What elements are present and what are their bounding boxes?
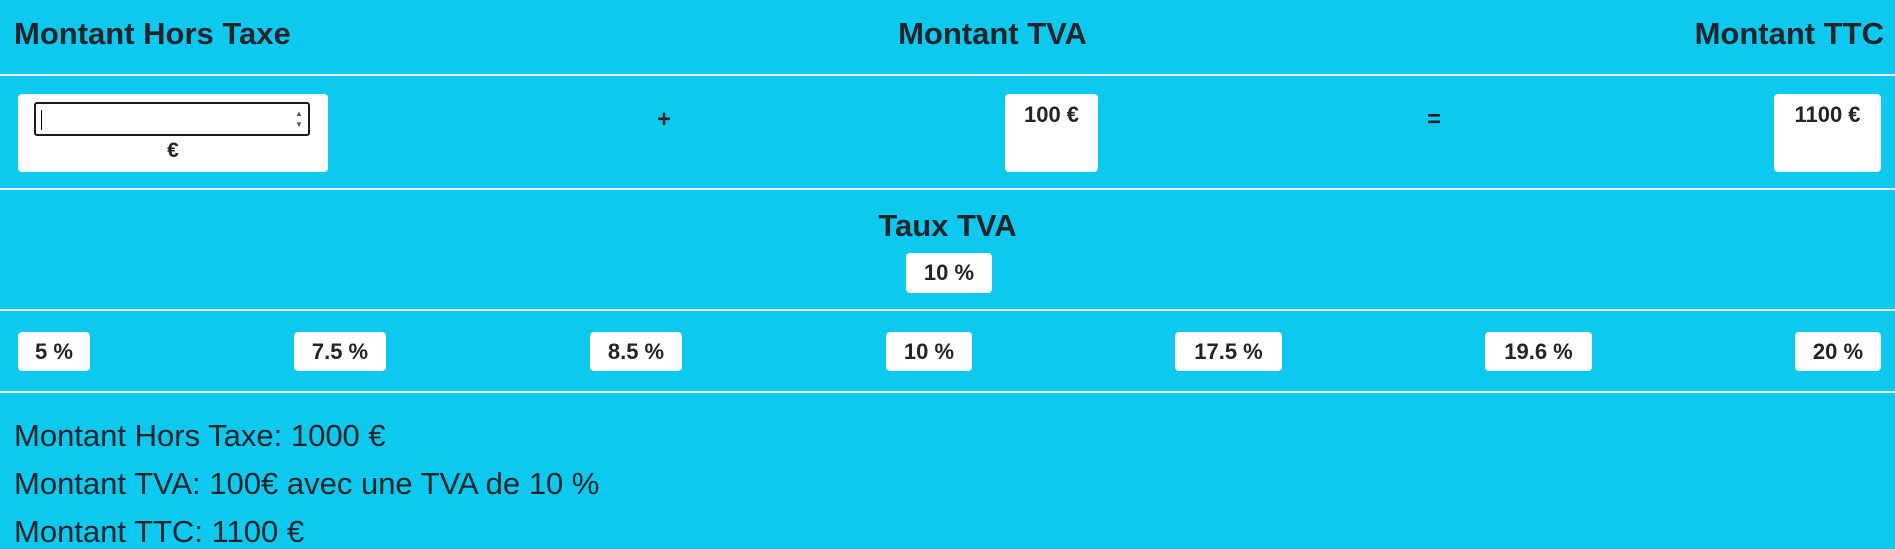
- summary-tva-line: Montant TVA: 100€ avec une TVA de 10 %: [14, 466, 600, 501]
- rate-title: Taux TVA: [878, 208, 1017, 243]
- rate-button-20[interactable]: 20 %: [1795, 332, 1881, 371]
- header-row: Montant Hors Taxe Montant TVA Montant TT…: [0, 0, 1895, 76]
- currency-label: €: [167, 139, 179, 162]
- summary-section: Montant Hors Taxe: 1000 € Montant TVA: 1…: [14, 412, 599, 549]
- header-tva: Montant TVA: [898, 16, 1087, 51]
- rate-buttons-row: 5 % 7.5 % 8.5 % 10 % 17.5 % 19.6 % 20 %: [0, 311, 1895, 393]
- tva-value-card: 100 €: [1005, 94, 1098, 172]
- rate-button-17-5[interactable]: 17.5 %: [1175, 332, 1282, 371]
- summary-ht-line: Montant Hors Taxe: 1000 €: [14, 418, 386, 453]
- text-caret: [41, 110, 42, 130]
- plus-sign: +: [657, 106, 672, 133]
- amount-row: ▲ ▼ € + 100 € = 1100 €: [0, 76, 1895, 190]
- rate-row: Taux TVA 10 %: [0, 190, 1895, 311]
- ht-amount-input[interactable]: ▲ ▼: [34, 102, 310, 136]
- rate-button-19-6[interactable]: 19.6 %: [1485, 332, 1592, 371]
- summary-ttc-line: Montant TTC: 1100 €: [14, 514, 305, 549]
- number-spinner[interactable]: ▲ ▼: [295, 109, 303, 129]
- header-hors-taxe: Montant Hors Taxe: [14, 16, 291, 51]
- equals-sign: =: [1427, 106, 1442, 133]
- ht-input-card: ▲ ▼ €: [18, 94, 328, 172]
- selected-rate-badge: 10 %: [906, 253, 992, 293]
- rate-button-8-5[interactable]: 8.5 %: [590, 332, 682, 371]
- ttc-value: 1100 €: [1794, 102, 1861, 127]
- tva-value: 100 €: [1023, 102, 1080, 127]
- rate-button-7-5[interactable]: 7.5 %: [294, 332, 386, 371]
- ttc-value-card: 1100 €: [1774, 94, 1881, 172]
- rate-button-5[interactable]: 5 %: [18, 332, 90, 371]
- header-ttc: Montant TTC: [1694, 16, 1884, 51]
- rate-button-10[interactable]: 10 %: [886, 332, 972, 371]
